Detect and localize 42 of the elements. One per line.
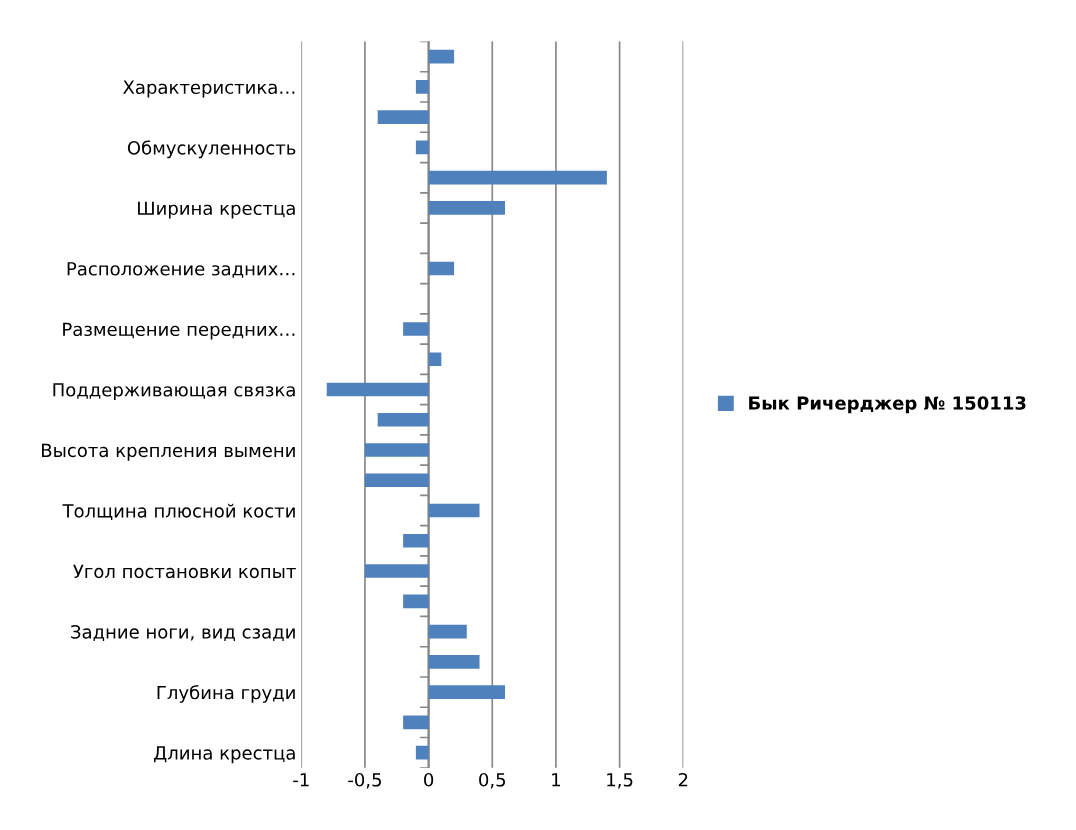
bar bbox=[415, 140, 429, 155]
y-tick-label: Задние ноги, вид сзади bbox=[71, 625, 295, 641]
x-tick-label: 1,5 bbox=[607, 773, 633, 789]
bar bbox=[326, 382, 429, 397]
bar bbox=[377, 412, 429, 427]
y-tick-label: Размещение передних… bbox=[63, 322, 295, 340]
y-tick-label: Обмускуленность bbox=[127, 140, 296, 159]
bar bbox=[403, 715, 429, 730]
legend-label: Бык Ричерджер № 150113 bbox=[749, 396, 1026, 414]
bar bbox=[428, 352, 442, 367]
y-tick-label: Поддерживающая связка bbox=[53, 383, 295, 401]
bar bbox=[428, 261, 455, 276]
bar bbox=[428, 503, 480, 518]
y-tick-label: Толщина плюсной кости bbox=[62, 503, 295, 520]
bar bbox=[403, 533, 429, 548]
x-tick-label: -0,5 bbox=[348, 772, 381, 789]
y-tick-label: Угол постановки копыт bbox=[73, 564, 296, 579]
y-tick-label: Ширина крестца bbox=[138, 201, 295, 219]
x-tick-label: -1 bbox=[293, 773, 309, 787]
x-tick-label: 0,5 bbox=[479, 772, 506, 789]
y-tick-label: Длина крестца bbox=[154, 746, 295, 764]
bar bbox=[377, 110, 429, 124]
bar bbox=[428, 201, 505, 215]
y-tick-label: Расположение задних… bbox=[67, 262, 295, 278]
bar bbox=[364, 443, 429, 457]
bar bbox=[428, 624, 467, 639]
bar bbox=[428, 49, 455, 64]
bar bbox=[415, 745, 429, 760]
bar bbox=[403, 594, 429, 609]
bar bbox=[364, 473, 429, 488]
y-tick-label: Глубина груди bbox=[157, 685, 295, 703]
x-tick-label: 0 bbox=[424, 772, 434, 787]
bar bbox=[428, 685, 505, 699]
bar bbox=[403, 322, 429, 336]
bar bbox=[428, 170, 607, 185]
bar bbox=[428, 655, 480, 669]
x-tick-label: 1 bbox=[552, 773, 561, 787]
y-tick-label: Высота крепления вымени bbox=[42, 443, 295, 461]
y-tick-label: Характеристика… bbox=[123, 80, 295, 98]
bar bbox=[364, 564, 429, 578]
x-tick-label: 2 bbox=[678, 772, 688, 787]
bar bbox=[415, 80, 429, 94]
